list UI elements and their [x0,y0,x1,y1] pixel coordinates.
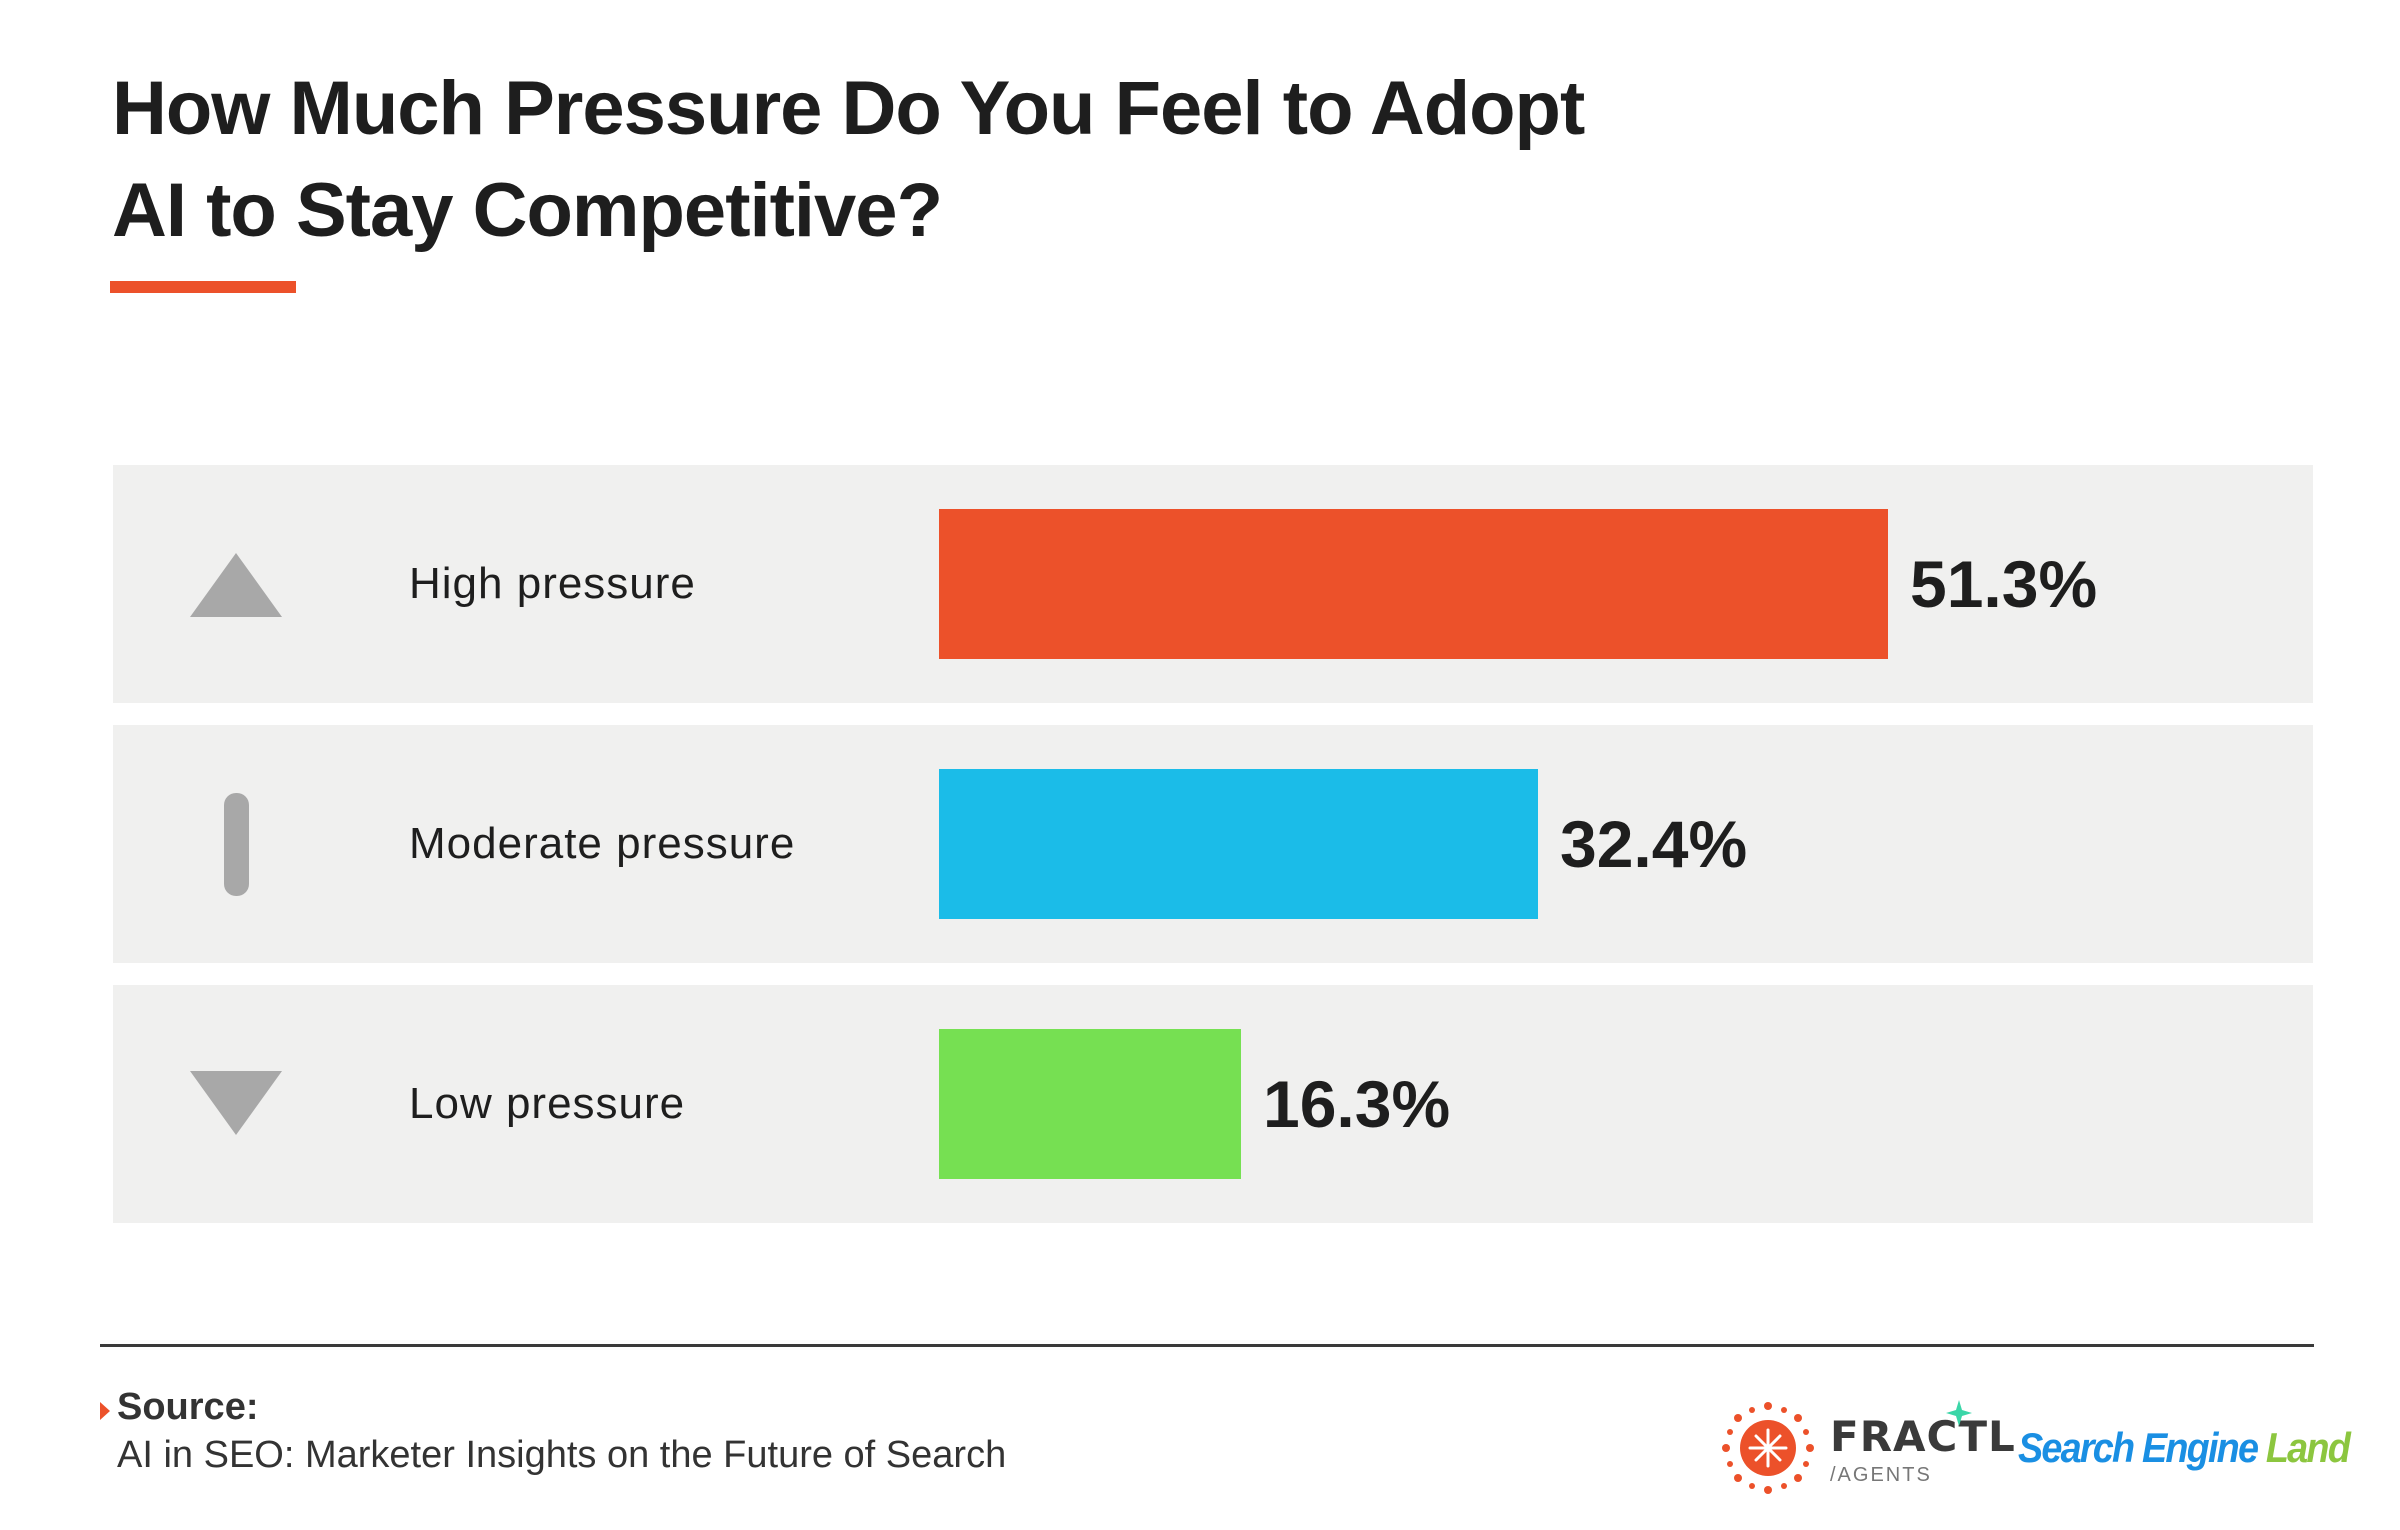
bar-low [939,1029,1241,1179]
fractl-sun-icon [1722,1402,1814,1494]
fractl-subtitle: /AGENTS [1830,1464,1932,1486]
bar-value-low: 16.3% [1263,1067,1451,1141]
fractl-wordmark: FRACTL [1830,1412,2016,1461]
bar-value-high: 51.3% [1910,547,2098,621]
bar-label-moderate: Moderate pressure [409,819,796,868]
bar-high [939,509,1888,659]
chart-title: How Much Pressure Do You Feel to Adopt A… [112,58,1812,262]
sparkle-icon [1946,1400,1972,1426]
vertical-bar-icon [188,725,284,963]
triangle-up-icon [188,465,284,703]
fractl-logo: FRACTL /AGENTS [1718,1398,2015,1500]
bar-moderate [939,769,1538,919]
bar-label-low: Low pressure [409,1079,686,1128]
chart-row-low: Low pressure 16.3% [113,985,2313,1223]
bar-label-high: High pressure [409,559,696,608]
bar-value-moderate: 32.4% [1560,807,1748,881]
search-engine-land-logo: Search Engine Land [2018,1424,2351,1472]
chart-title-line-1: How Much Pressure Do You Feel to Adopt [112,66,1585,151]
sel-logo-part-2: Land [2265,1424,2351,1471]
chart-title-line-2: AI to Stay Competitive? [112,168,943,253]
chart-row-high: High pressure 51.3% [113,465,2313,703]
source-heading: Source: [117,1386,259,1428]
sel-logo-part-1: Search Engine [2018,1424,2259,1471]
chart-row-moderate: Moderate pressure 32.4% [113,725,2313,963]
title-underline [110,281,296,293]
source-text: AI in SEO: Marketer Insights on the Futu… [117,1434,1007,1476]
footer-divider [100,1344,2314,1347]
triangle-down-icon [188,985,284,1223]
source-marker-icon [100,1402,110,1420]
